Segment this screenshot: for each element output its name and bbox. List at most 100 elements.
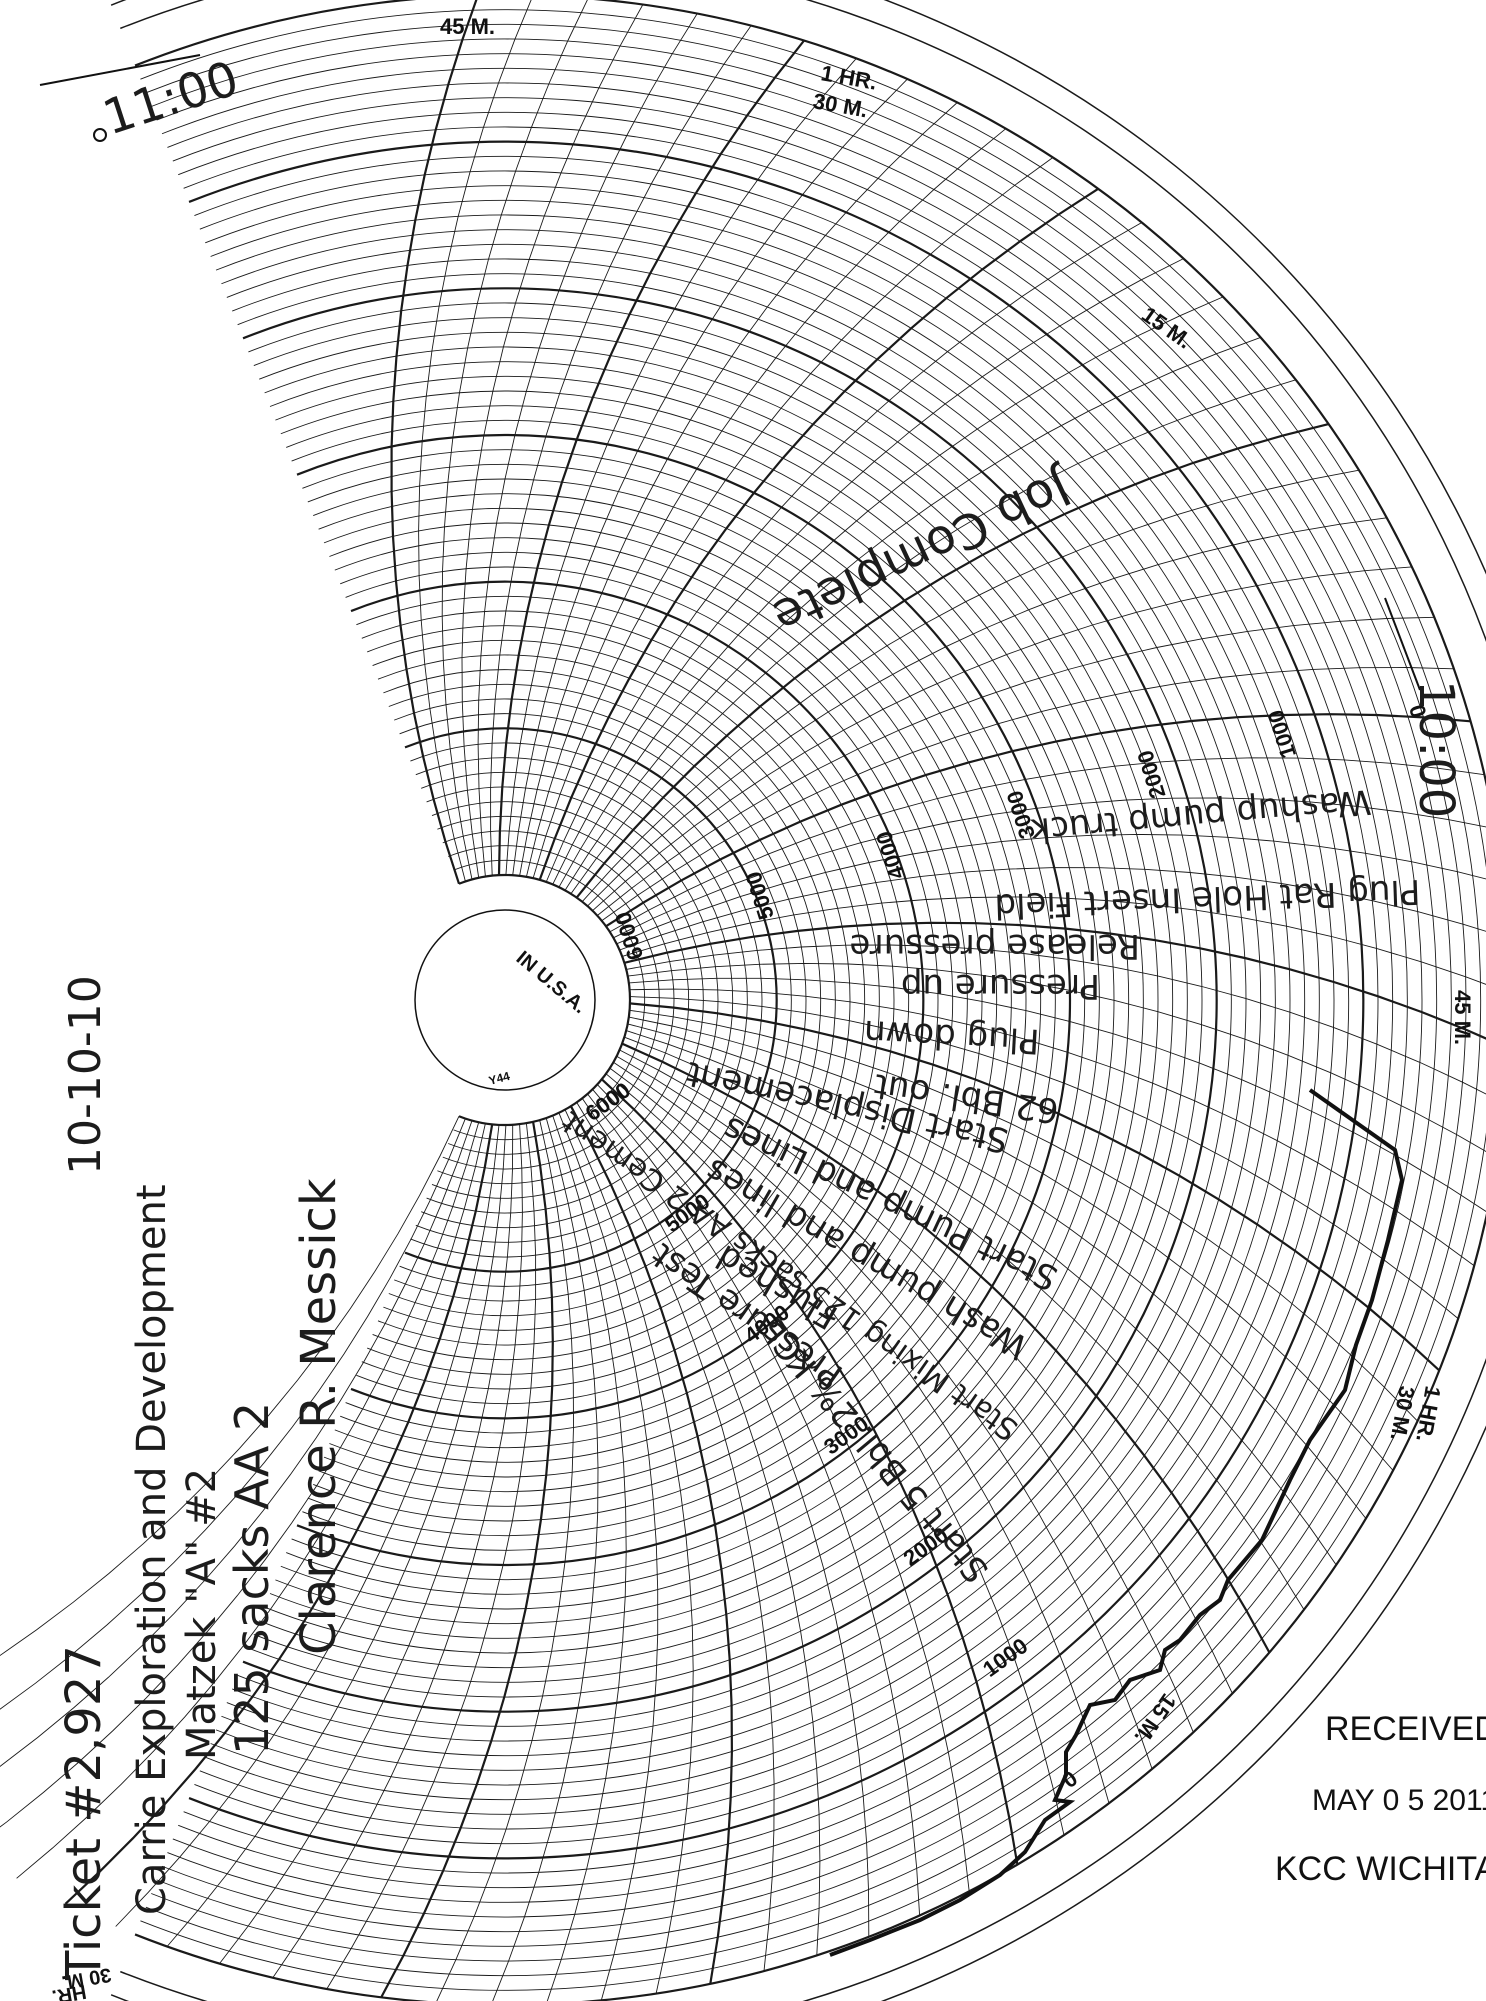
time-line: [616, 833, 1486, 945]
pressure-ring: [442, 830, 675, 1170]
time-line: [621, 1042, 1271, 1654]
pressure-ring: [367, 625, 880, 1375]
pressure-ring: [151, 38, 1467, 1962]
pressure-ring: [167, 82, 1423, 1918]
time-line: [616, 1055, 1194, 1733]
end-time-mark: 11:00: [96, 50, 245, 146]
time-line: [626, 1030, 1337, 1566]
label-15m-right: 15 M.: [1129, 1689, 1181, 1748]
time-line: [613, 797, 1486, 939]
time-line: [497, 39, 805, 876]
time-line: [600, 1078, 1019, 1865]
time-line: [624, 1036, 1305, 1610]
pressure-ring: [145, 23, 1482, 1977]
time-line: [525, 128, 1007, 877]
time-line: [628, 1016, 1394, 1471]
time-line: [592, 1089, 921, 1916]
time-line: [628, 977, 1486, 1212]
time-line: [461, 4, 644, 878]
pressure-ring: [259, 331, 1174, 1669]
time-line: [570, 379, 1296, 895]
stamp-received: RECEIVED: [1325, 1710, 1486, 1748]
pressure-ring: [296, 433, 1072, 1567]
pressure-ring: [356, 595, 910, 1405]
pressure-ring: [377, 654, 851, 1346]
time-line: [519, 102, 958, 876]
time-line: [596, 616, 1435, 916]
time-line: [436, 1120, 574, 2001]
label-45m-right: 45 M.: [1450, 990, 1475, 1045]
pressure-ring: [404, 727, 778, 1273]
time-line: [490, 25, 752, 876]
well-name: Matzek "A" #2: [179, 1468, 225, 1760]
pressure-ring: [161, 67, 1438, 1933]
time-line: [581, 469, 1360, 903]
pressure-ring: [302, 449, 1056, 1551]
time-line: [0, 1118, 466, 1710]
pressure-ring: [134, 0, 1486, 2001]
time-line: [505, 58, 857, 876]
time-line: [166, 1124, 507, 1947]
pressure-ring: [399, 713, 792, 1287]
time-line: [441, 0, 588, 880]
pressure-ring: [313, 478, 1027, 1522]
received-stamp: RECEIVED MAY 0 5 2011 KCC WICHITA: [1275, 1710, 1486, 1888]
pressure-ring: [226, 243, 1262, 1757]
time-line: [16, 1123, 486, 1879]
time-line: [558, 296, 1224, 888]
time-line: [552, 258, 1184, 885]
time-line: [532, 157, 1054, 879]
pressure-ring: [426, 786, 719, 1214]
time-line: [609, 757, 1485, 933]
pressure-ring: [140, 9, 1486, 1991]
pressure-trace: [829, 1088, 1405, 1957]
pressure-ring: [345, 566, 939, 1434]
time-line: [605, 713, 1471, 928]
time-line: [621, 896, 1486, 985]
time-line: [629, 1009, 1418, 1422]
pressure-ring: [437, 815, 690, 1185]
time-line: [569, 1105, 734, 1984]
time-line: [587, 1093, 870, 1937]
time-line: [605, 1073, 1065, 1836]
stamp-date: MAY 0 5 2011: [1312, 1784, 1486, 1817]
time-line: [0, 1120, 473, 1767]
time-line: [575, 423, 1329, 899]
label-45m-top: 45 M.: [440, 14, 495, 39]
pressure-ring: [307, 463, 1042, 1537]
label-hr-bottom: HR.: [50, 1980, 88, 2001]
ticket-number: Ticket #2,927: [56, 1645, 112, 1981]
pressure-ring: [458, 873, 632, 1127]
time-line: [627, 962, 1486, 1152]
time-line: [601, 667, 1454, 922]
job-notes: Job Complete Washup pump truck Plug Rat …: [555, 458, 1421, 1590]
time-line: [326, 1123, 537, 1990]
chart-rim: [120, 0, 1486, 2001]
pressure-ring: [329, 522, 983, 1478]
scale-label-upper: 4000: [871, 828, 909, 882]
time-line: [512, 78, 908, 876]
time-line: [626, 944, 1486, 1095]
pressure-ring: [237, 273, 1232, 1727]
time-line: [380, 1121, 554, 1998]
label-30m-top: 30 M.: [811, 88, 870, 122]
time-line: [619, 867, 1486, 951]
pressure-ring: [318, 493, 1012, 1507]
time-line: [115, 1124, 500, 1927]
pressure-ring: [194, 155, 1350, 1845]
note-pressure-up: Pressure up: [901, 966, 1100, 1006]
stamp-office: KCC WICHITA: [1275, 1850, 1486, 1888]
pressure-ring: [388, 683, 822, 1317]
pressure-ring: [410, 742, 763, 1258]
time-line: [545, 222, 1143, 883]
pressure-ring: [178, 111, 1394, 1889]
time-line: [613, 1061, 1153, 1770]
time-line: [592, 566, 1412, 912]
time-line: [0, 1122, 480, 1828]
time-line: [538, 187, 1099, 881]
header-notes: Ticket #2,927 10-10-10 Carrie Exploratio…: [56, 975, 347, 1981]
scale-label-upper: 6000: [610, 909, 648, 963]
pressure-ring: [215, 214, 1291, 1786]
